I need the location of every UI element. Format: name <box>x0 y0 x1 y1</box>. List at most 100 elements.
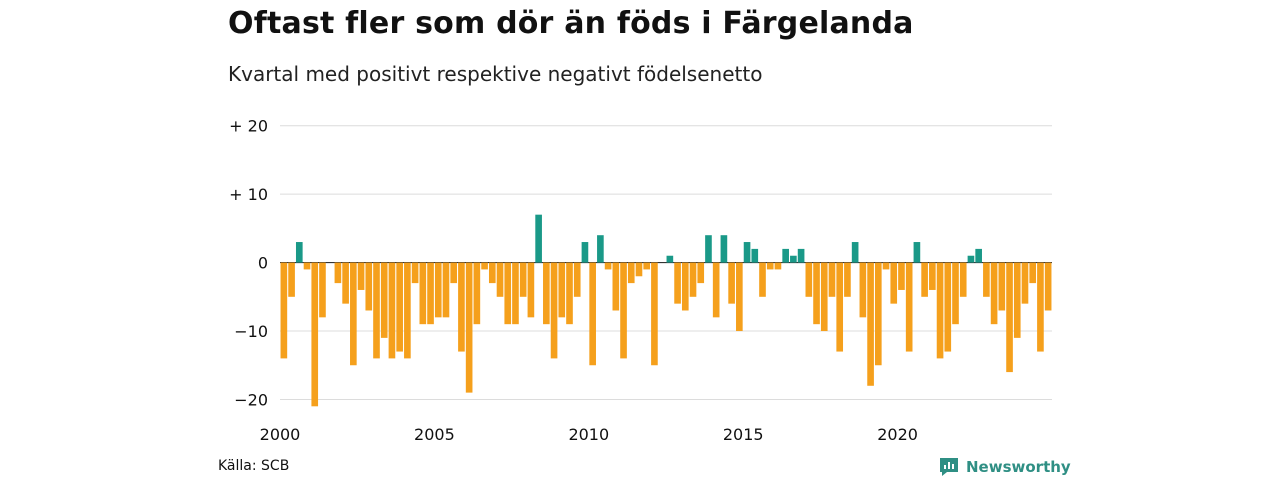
x-axis-labels: 2000 2005 2010 2015 2020 <box>260 425 918 444</box>
bar <box>1029 262 1037 284</box>
bar <box>975 248 982 263</box>
bar <box>604 262 612 270</box>
newsworthy-brand: Newsworthy <box>938 455 1071 479</box>
x-tick-label: 2000 <box>260 425 301 444</box>
bar <box>396 262 403 352</box>
bar <box>936 262 944 359</box>
bar <box>990 262 998 325</box>
bar <box>419 262 427 325</box>
bar <box>612 262 620 311</box>
bar <box>774 262 782 270</box>
bar <box>859 262 867 318</box>
bar <box>697 262 705 284</box>
bar <box>766 262 774 270</box>
bar <box>357 262 365 290</box>
bar <box>512 262 519 325</box>
bar <box>736 262 743 332</box>
bar <box>728 262 735 304</box>
bar <box>334 262 342 284</box>
bar <box>705 235 712 263</box>
bar <box>851 242 859 263</box>
bar <box>620 262 627 359</box>
x-tick-label: 2020 <box>877 425 918 444</box>
bar <box>427 262 434 325</box>
bar <box>295 242 303 263</box>
x-tick-label: 2015 <box>723 425 764 444</box>
bar <box>874 262 882 366</box>
bar <box>373 262 380 359</box>
bar <box>681 262 689 311</box>
bar <box>944 262 952 352</box>
bar <box>967 255 975 263</box>
bar <box>450 262 458 284</box>
source-note: Källa: SCB <box>218 458 290 474</box>
bar <box>759 262 766 297</box>
chart-title: Oftast fler som dör än föds i Färgelanda <box>228 6 914 41</box>
bar <box>836 262 844 352</box>
bar <box>535 214 542 263</box>
newsworthy-logo-icon <box>940 458 958 476</box>
bar <box>828 262 836 297</box>
bar <box>303 262 311 270</box>
bar <box>627 262 635 284</box>
bar <box>983 262 990 297</box>
brand-name: Newsworthy <box>966 458 1071 476</box>
bar <box>782 248 789 263</box>
bar <box>350 262 357 366</box>
bar <box>998 262 1006 311</box>
bar <box>550 262 558 359</box>
bar <box>380 262 388 338</box>
bars <box>280 214 1052 407</box>
bar <box>905 262 913 352</box>
bar <box>666 255 674 263</box>
bar <box>1037 262 1044 352</box>
bar <box>1044 262 1052 311</box>
bar <box>566 262 573 325</box>
bar <box>929 262 936 290</box>
bar <box>288 262 295 297</box>
bar <box>589 262 596 366</box>
bar <box>488 262 496 284</box>
bar <box>280 262 288 359</box>
bar <box>558 262 566 318</box>
bar <box>820 262 828 332</box>
bar <box>597 235 604 263</box>
bar <box>921 262 928 297</box>
bar <box>543 262 550 325</box>
bar <box>651 262 658 366</box>
bar <box>319 262 326 318</box>
bar <box>635 262 643 277</box>
bar <box>844 262 851 297</box>
bar <box>465 262 473 393</box>
bar <box>743 242 751 263</box>
bar <box>342 262 349 304</box>
bar <box>527 262 535 318</box>
bar <box>458 262 465 352</box>
bar <box>751 248 759 263</box>
bar <box>952 262 959 325</box>
bar <box>1013 262 1021 338</box>
y-tick-label: −20 <box>234 390 268 409</box>
bar <box>473 262 481 325</box>
bar <box>898 262 905 290</box>
bar <box>689 262 697 297</box>
bar <box>890 262 898 304</box>
chart-subtitle: Kvartal med positivt respektive negativt… <box>228 62 763 86</box>
bar <box>442 262 450 318</box>
bar <box>411 262 419 284</box>
bar <box>959 262 967 297</box>
bar <box>404 262 411 359</box>
bar <box>481 262 488 270</box>
bar <box>496 262 504 297</box>
bar <box>805 262 813 297</box>
x-tick-label: 2010 <box>568 425 609 444</box>
bar <box>712 262 720 318</box>
bar <box>882 262 890 270</box>
bar <box>813 262 820 325</box>
bar <box>790 255 797 263</box>
bar <box>581 242 589 263</box>
bar <box>434 262 442 318</box>
bar <box>797 248 805 263</box>
bar <box>573 262 581 297</box>
